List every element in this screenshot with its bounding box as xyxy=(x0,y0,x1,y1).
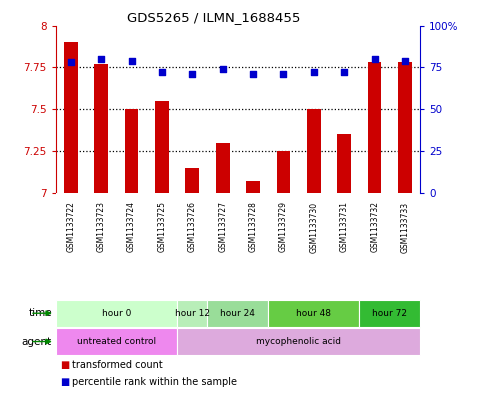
Text: GSM1133723: GSM1133723 xyxy=(97,202,106,252)
Bar xyxy=(155,101,169,193)
Bar xyxy=(338,134,351,193)
Text: GSM1133732: GSM1133732 xyxy=(370,202,379,252)
Point xyxy=(158,69,166,75)
Bar xyxy=(277,151,290,193)
Text: GSM1133728: GSM1133728 xyxy=(249,202,257,252)
Point xyxy=(401,57,409,64)
Point xyxy=(310,69,318,75)
Text: transformed count: transformed count xyxy=(72,360,163,369)
Text: mycophenolic acid: mycophenolic acid xyxy=(256,337,341,346)
Bar xyxy=(359,299,420,327)
Text: hour 24: hour 24 xyxy=(220,309,256,318)
Text: ■: ■ xyxy=(60,360,70,369)
Text: hour 0: hour 0 xyxy=(101,309,131,318)
Text: GSM1133731: GSM1133731 xyxy=(340,202,349,252)
Text: agent: agent xyxy=(22,336,52,347)
Text: hour 12: hour 12 xyxy=(175,309,210,318)
Text: GSM1133733: GSM1133733 xyxy=(400,202,410,253)
Text: GSM1133726: GSM1133726 xyxy=(188,202,197,252)
Bar xyxy=(307,109,321,193)
Bar xyxy=(94,64,108,193)
Bar xyxy=(125,109,138,193)
Point xyxy=(371,56,379,62)
Text: ■: ■ xyxy=(60,377,70,387)
Bar xyxy=(64,42,78,193)
Bar xyxy=(368,62,382,193)
Text: GDS5265 / ILMN_1688455: GDS5265 / ILMN_1688455 xyxy=(127,11,300,24)
Bar xyxy=(216,143,229,193)
Point xyxy=(97,56,105,62)
Bar xyxy=(268,299,359,327)
Point xyxy=(67,59,74,66)
Bar xyxy=(398,62,412,193)
Text: hour 48: hour 48 xyxy=(297,309,331,318)
Bar xyxy=(185,168,199,193)
Point xyxy=(280,71,287,77)
Text: GSM1133725: GSM1133725 xyxy=(157,202,167,252)
Text: GSM1133730: GSM1133730 xyxy=(309,202,318,253)
Text: percentile rank within the sample: percentile rank within the sample xyxy=(72,377,238,387)
Text: GSM1133724: GSM1133724 xyxy=(127,202,136,252)
Bar xyxy=(246,181,260,193)
Bar xyxy=(177,328,420,355)
Point xyxy=(219,66,227,72)
Text: GSM1133729: GSM1133729 xyxy=(279,202,288,252)
Point xyxy=(249,71,257,77)
Bar xyxy=(56,328,177,355)
Text: hour 72: hour 72 xyxy=(372,309,407,318)
Bar xyxy=(56,299,177,327)
Point xyxy=(341,69,348,75)
Text: GSM1133727: GSM1133727 xyxy=(218,202,227,252)
Text: untreated control: untreated control xyxy=(77,337,156,346)
Text: GSM1133722: GSM1133722 xyxy=(66,202,75,252)
Bar xyxy=(177,299,208,327)
Point xyxy=(188,71,196,77)
Point xyxy=(128,57,135,64)
Bar xyxy=(208,299,268,327)
Text: time: time xyxy=(28,308,52,318)
